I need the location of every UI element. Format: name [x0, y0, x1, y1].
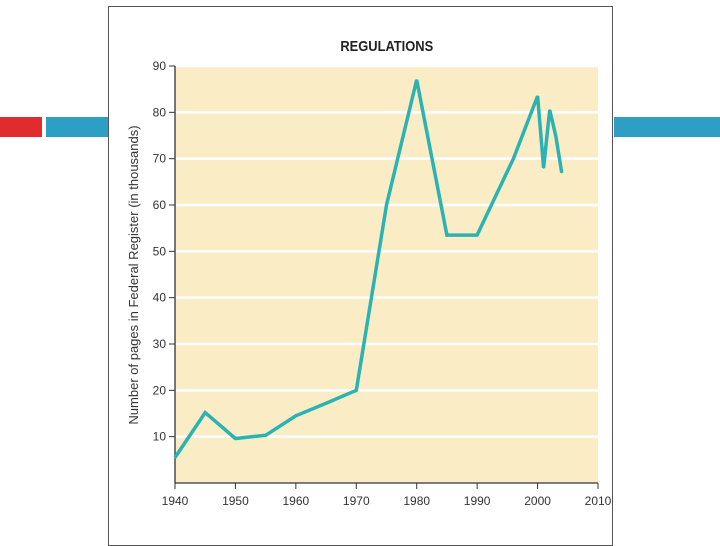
y-tick-label: 50 — [153, 244, 167, 258]
data-point — [476, 234, 478, 236]
x-tick-label: 2000 — [524, 494, 551, 508]
y-tick-label: 70 — [153, 152, 167, 166]
data-point — [234, 437, 237, 440]
x-tick-label: 1960 — [283, 494, 310, 508]
x-tick-label: 1940 — [162, 494, 189, 508]
data-point — [446, 234, 448, 236]
data-point — [560, 171, 563, 174]
line-chart: REGULATIONS Number of pages in Federal R… — [126, 37, 612, 508]
plot-area — [175, 66, 598, 483]
data-point — [548, 109, 551, 111]
data-point — [355, 389, 358, 392]
y-tick-label: 60 — [153, 198, 167, 212]
data-point — [536, 95, 539, 97]
data-point — [415, 79, 418, 81]
x-tick-label: 1990 — [464, 494, 491, 508]
y-tick-label: 10 — [153, 430, 167, 444]
decorative-red-bar — [0, 117, 42, 137]
x-tick-label: 1980 — [403, 494, 430, 508]
data-point — [174, 456, 176, 459]
x-tick-label: 1950 — [222, 494, 249, 508]
y-tick-label: 20 — [153, 383, 167, 397]
data-point — [204, 411, 207, 414]
data-point — [264, 434, 267, 437]
y-axis-label: Number of pages in Federal Register (in … — [126, 125, 141, 424]
data-point — [295, 415, 297, 417]
y-tick-label: 30 — [153, 337, 167, 351]
data-point — [385, 204, 388, 206]
data-point — [325, 402, 327, 405]
chart-title: REGULATIONS — [340, 37, 433, 54]
data-point — [542, 167, 545, 169]
decorative-blue-bar-left — [46, 117, 110, 137]
data-point — [512, 157, 515, 160]
y-tick-label: 80 — [153, 105, 167, 119]
x-tick-label: 1970 — [343, 494, 370, 508]
chart-figure: REGULATIONS Number of pages in Federal R… — [108, 6, 613, 546]
y-tick-label: 90 — [153, 59, 167, 73]
x-tick-label: 2010 — [585, 494, 612, 508]
decorative-blue-bar-right — [614, 117, 720, 137]
data-point — [554, 134, 557, 137]
y-tick-label: 40 — [153, 291, 167, 305]
